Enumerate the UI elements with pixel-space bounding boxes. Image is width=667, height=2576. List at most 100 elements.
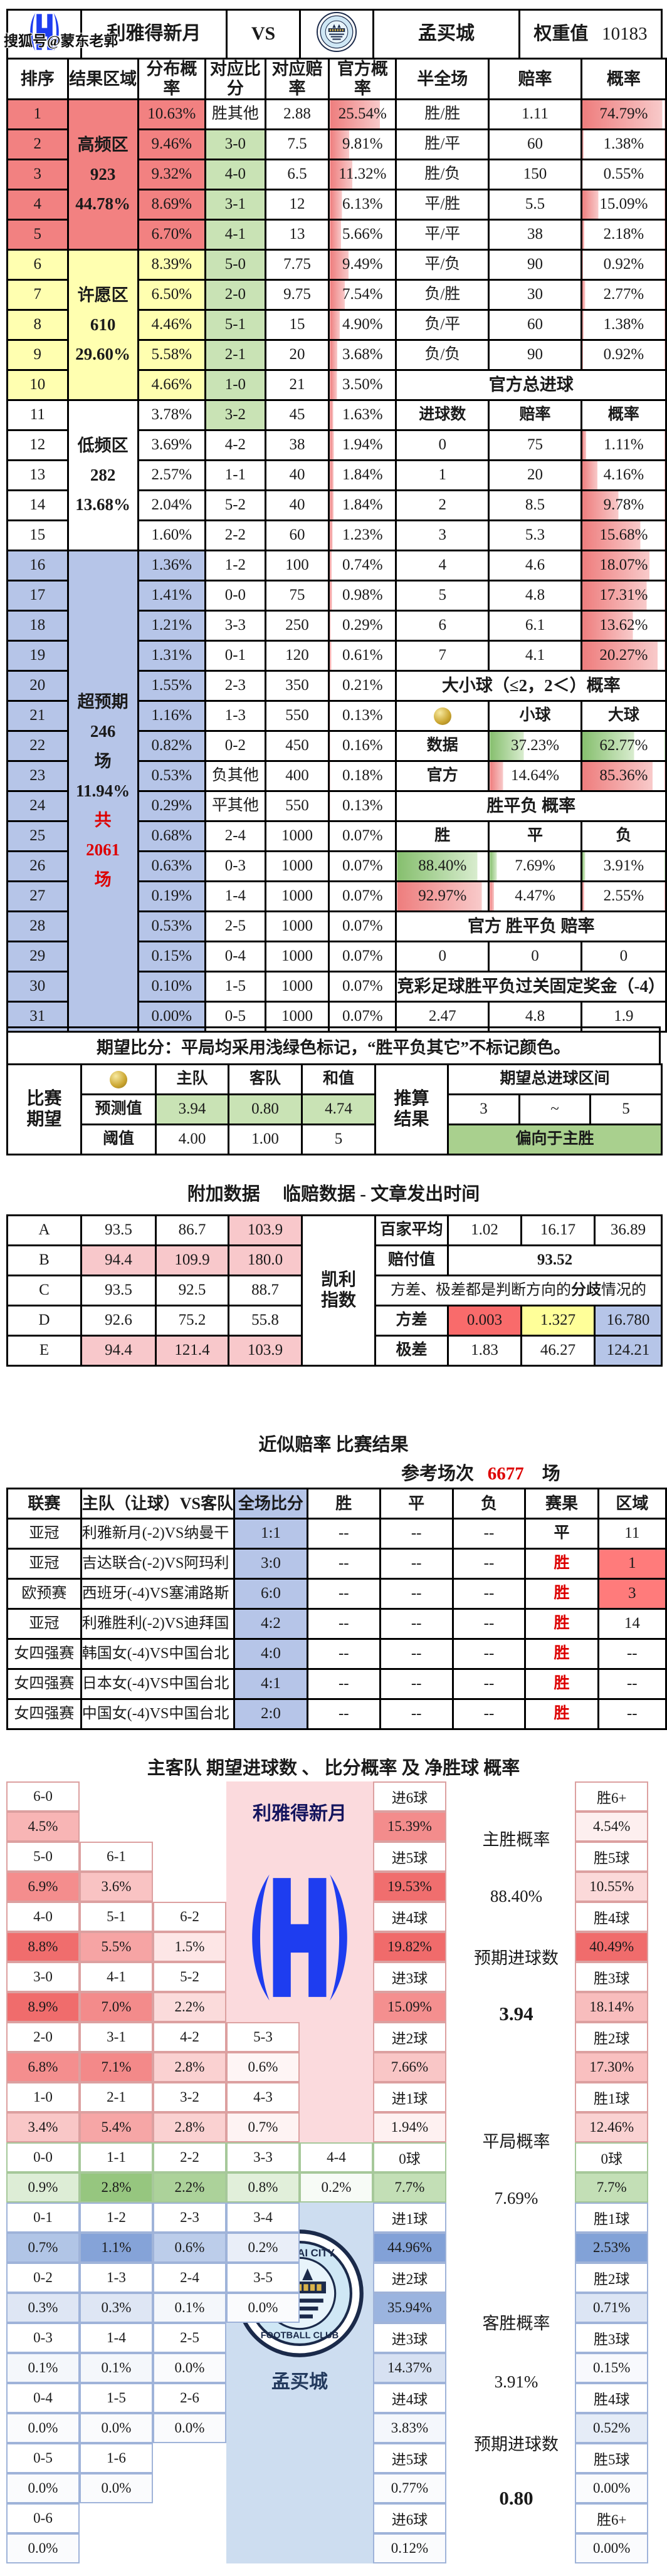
mid-stat-label: 0.80 (499, 2487, 533, 2509)
score-cell: 4-0 (204, 159, 266, 191)
right-panel-cell: 37.23% (488, 730, 582, 763)
table-row: 8 4.46% 5-1 15 4.90% 负/平 60 1.38% (6, 309, 667, 342)
odds-cell: 9.75 (264, 279, 330, 311)
result-cell: 平 (524, 1518, 599, 1550)
distribution-table: 排序 结果区域 分布概率 对应比分 对应赔率 官方概率 半全场 赔率 概率 1 高频区 923 44.7… (6, 57, 667, 1033)
league-cell: 亚冠 (6, 1548, 82, 1580)
score-probability-cell: 0.9% (6, 2172, 80, 2203)
score-cell: 3-1 (204, 189, 266, 221)
odds-cell: 350 (264, 670, 330, 702)
right-panel-cell: 5 (395, 580, 490, 612)
right-panel-cell: 62.77% (580, 730, 667, 763)
score-probability-cell: 0.2% (300, 2172, 373, 2203)
expectation-col-header: 客队 (228, 1063, 303, 1095)
right-panel-cell: 平 (488, 820, 582, 853)
distribution-probability-cell: 0.19% (137, 880, 206, 913)
right-panel-cell: 3 (395, 519, 490, 552)
result-zone-cell: 许愿区 610 29.60% (66, 249, 139, 402)
official-probability-cell: 0.07% (328, 850, 397, 883)
odds-cell: 1000 (264, 971, 330, 1003)
win-odds-cell: -- (306, 1698, 381, 1730)
kelly-value: 103.9 (228, 1335, 303, 1367)
fulltime-score-cell: 6:0 (233, 1578, 308, 1610)
zone-cell: 11 (597, 1518, 667, 1550)
goals-count-cell: 进6球 (373, 1781, 446, 1812)
score-cell: 2-0 (204, 279, 266, 311)
official-probability-cell: 3.68% (328, 339, 397, 372)
official-probability-cell: 0.16% (328, 730, 397, 763)
score-cell: 3-4 (226, 2203, 300, 2233)
table-row: 6 许愿区 610 29.60% 8.39% 5-0 7.75 9.49% 平/负 90 0.92% (6, 249, 667, 402)
rank-cell: 14 (6, 489, 69, 522)
net-win-cell: 17.30% (575, 2052, 649, 2082)
match-cell: 中国女(-4)VS中国台北 (80, 1698, 236, 1730)
distribution-probability-cell: 1.31% (137, 640, 206, 672)
score-cell: 0-1 (6, 2203, 80, 2233)
match-header-table: 利雅得新月 VS 孟买城 权重值 10183 (6, 9, 663, 60)
score-cell: 4-1 (80, 1962, 153, 1992)
net-win-cell: 胜6+ (575, 2503, 649, 2533)
ball-icon (433, 707, 451, 726)
table-row: D 92.6 75.2 55.8 方差 0.003 1.327 16.780 (6, 1305, 663, 1337)
right-panel-cell: 17.31% (580, 580, 667, 612)
column-header: 对应比分 (204, 57, 266, 101)
kelly-value: 94.4 (80, 1335, 157, 1367)
additional-data-table: A 93.5 86.7 103.9 凯利 指数 百家平均 1.02 16.17 36.89 B 94.… (6, 1214, 663, 1367)
score-probability-cell: 0.0% (153, 2413, 226, 2443)
column-header: 排序 (6, 57, 69, 101)
score-cell: 3-0 (6, 1962, 80, 1992)
threshold-value: 1.00 (228, 1124, 303, 1155)
score-probability-cell: 1.5% (153, 1932, 226, 1962)
kelly-value: 55.8 (228, 1305, 303, 1337)
range-value: 3 (447, 1093, 520, 1125)
odds-cell: 450 (264, 730, 330, 763)
table-row: 阈值 4.00 1.00 5 偏向于主胜 (8, 1124, 663, 1155)
score-cell: 5-1 (204, 309, 266, 342)
net-win-cell: 胜6+ (575, 1781, 649, 1812)
net-win-cell: 18.14% (575, 1992, 649, 2022)
score-cell: 2-3 (153, 2203, 226, 2233)
table-row: 18 1.21% 3-3 250 0.29% 6 6.1 13.62% (6, 610, 667, 642)
zone-cell: -- (597, 1698, 667, 1730)
right-panel-cell: 1 (395, 459, 490, 492)
vs-label: VS (226, 9, 301, 60)
distribution-probability-cell: 5.58% (137, 339, 206, 372)
inference-label-cell: 推算 结果 (374, 1063, 449, 1155)
score-probability-cell: 0.8% (226, 2172, 300, 2203)
right-panel-cell: 14.64% (488, 760, 582, 793)
odds-cell: 75 (264, 580, 330, 612)
match-cell: 利雅胜利(-2)VS迪拜国 (80, 1608, 236, 1640)
table-row: 25 0.68% 2-4 1000 0.07% 胜平负 (6, 820, 667, 853)
goals-count-cell: 进4球 (373, 1902, 446, 1932)
score-cell: 0-5 (6, 2443, 80, 2473)
rank-cell: 26 (6, 850, 69, 883)
table-row: 7 6.50% 2-0 9.75 7.54% 负/胜 30 2.77% (6, 279, 667, 311)
table-row: 女四强赛 日本女(-4)VS中国台北 4:1 -- -- -- 胜 -- (6, 1668, 667, 1700)
official-probability-cell: 0.07% (328, 820, 397, 853)
right-panel-cell: 4.47% (488, 880, 582, 913)
official-probability-cell: 1.94% (328, 429, 397, 462)
kelly-row-label: E (6, 1335, 82, 1367)
goals-count-cell: 14.37% (373, 2353, 446, 2383)
score-cell: 2-4 (204, 820, 266, 853)
right-panel-cell: 负/负 (395, 339, 490, 372)
range-value: 46.27 (520, 1335, 596, 1367)
distribution-probability-cell: 0.68% (137, 820, 206, 853)
table-row: 女四强赛 中国女(-4)VS中国台北 2:0 -- -- -- 胜 -- (6, 1698, 667, 1730)
similar-col-header: 区域 (597, 1488, 667, 1520)
table-row: 9 5.58% 2-1 20 3.68% 负/负 90 0.92% (6, 339, 667, 372)
right-panel-cell: 6.1 (488, 610, 582, 642)
table-row: 30 0.10% 1-5 1000 0.07% 竞彩足球胜平负过关固定奖金（-4） (6, 971, 667, 1003)
table-row: 3 9.32% 4-0 6.5 11.32% 胜/负 150 0.55% (6, 159, 667, 191)
odds-cell: 6.5 (264, 159, 330, 191)
kelly-value: 93.5 (80, 1214, 157, 1246)
official-probability-cell: 25.54% (328, 98, 397, 131)
odds-cell: 1000 (264, 941, 330, 973)
table-row: 16 超预期 246 场 11.94% 共 2061 场 1.36% 1-2 100 0.74% 4 4.… (6, 550, 667, 1033)
win-odds-cell: -- (306, 1578, 381, 1610)
draw-odds-cell: -- (379, 1638, 454, 1670)
net-win-cell: 胜4球 (575, 2383, 649, 2413)
score-probability-cell: 6.8% (6, 2052, 80, 2082)
official-probability-cell: 7.54% (328, 279, 397, 311)
avg-value: 36.89 (594, 1214, 663, 1246)
